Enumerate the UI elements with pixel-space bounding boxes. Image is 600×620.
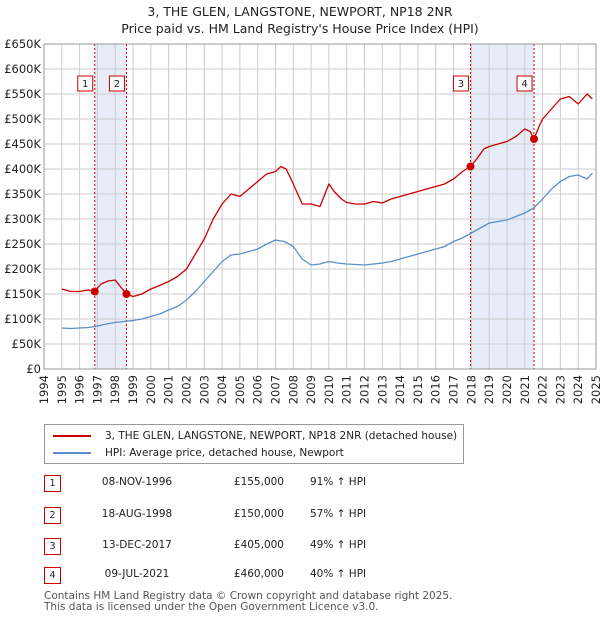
- footer-attribution: Contains HM Land Registry data © Crown c…: [44, 591, 452, 613]
- x-tick-label: 1999: [126, 375, 140, 404]
- legend-blue-label: HPI: Average price, detached house, Newp…: [105, 447, 344, 459]
- x-tick-label: 2022: [536, 375, 550, 404]
- sale-label-text-1: 1: [82, 79, 88, 90]
- property-series-line: [61, 93, 593, 298]
- x-tick-label: 2006: [251, 375, 265, 404]
- sale-date: 08-NOV-1996: [101, 476, 173, 488]
- y-tick-label: £300K: [4, 212, 41, 226]
- y-tick-label: £50K: [12, 337, 42, 351]
- y-tick-label: £250K: [4, 237, 41, 251]
- chart-legend: 3, THE GLEN, LANGSTONE, NEWPORT, NP18 2N…: [44, 424, 464, 464]
- y-tick-label: £400K: [4, 162, 41, 176]
- x-tick-label: 2011: [340, 375, 354, 404]
- sale-hpi-diff: 57% ↑ HPI: [310, 508, 367, 520]
- sale-point-1: [90, 287, 99, 296]
- y-tick-label: £0: [26, 362, 41, 376]
- sale-price: £460,000: [233, 568, 284, 580]
- x-tick-label: 2012: [358, 375, 372, 404]
- y-tick-label: £100K: [4, 312, 41, 326]
- sale-row-1: 1 08-NOV-1996 £155,000 91% ↑ HPI: [44, 474, 464, 494]
- x-tick-label: 2015: [411, 375, 425, 404]
- sale-number-badge: 4: [44, 567, 61, 584]
- x-tick-label: 1994: [37, 375, 51, 404]
- sale-hpi-diff: 91% ↑ HPI: [310, 476, 367, 488]
- sale-hpi-diff: 49% ↑ HPI: [310, 539, 367, 551]
- sale-label-box-4: [516, 75, 533, 92]
- x-tick-label: 2001: [162, 375, 176, 404]
- y-tick-label: £200K: [4, 262, 41, 276]
- x-tick-label: 2008: [286, 375, 300, 404]
- y-tick-label: £550K: [4, 87, 41, 101]
- plot-border: [43, 43, 597, 370]
- shaded-period-2: [470, 44, 535, 369]
- y-tick-label: £500K: [4, 112, 41, 126]
- x-tick-label: 2009: [304, 375, 318, 404]
- hpi-series-line: [61, 172, 593, 330]
- x-tick-label: 2021: [518, 375, 532, 404]
- legend-entry-property: 3, THE GLEN, LANGSTONE, NEWPORT, NP18 2N…: [53, 429, 457, 443]
- footer-copyright: Contains HM Land Registry data © Crown c…: [44, 590, 453, 602]
- price-chart: £0 £50K £100K £150K £200K £250K £300K £350K £400…: [4, 37, 600, 404]
- y-tick-label: £650K: [4, 37, 41, 51]
- y-tick-label: £600K: [4, 62, 41, 76]
- legend-red-line: [53, 435, 91, 437]
- x-tick-label: 2004: [215, 375, 229, 404]
- shaded-period-1: [94, 44, 127, 369]
- sale-label-box-3: [452, 75, 469, 92]
- sale-row-3: 3 13-DEC-2017 £405,000 49% ↑ HPI: [44, 537, 464, 557]
- sale-row-4: 4 09-JUL-2021 £460,000 40% ↑ HPI: [44, 566, 464, 586]
- chart-subtitle: Price paid vs. HM Land Registry's House …: [121, 21, 479, 36]
- x-tick-label: 2005: [233, 375, 247, 404]
- x-tick-label: 2018: [464, 375, 478, 404]
- x-tick-label: 2020: [500, 375, 514, 404]
- x-tick-label: 2014: [393, 375, 407, 404]
- sale-number-badge: 1: [44, 475, 61, 492]
- x-tick-label: 2023: [553, 375, 567, 404]
- sale-point-4: [530, 135, 539, 143]
- x-tick-label: 2007: [268, 375, 282, 404]
- x-tick-label: 1997: [90, 375, 104, 404]
- legend-entry-hpi: HPI: Average price, detached house, Newp…: [53, 446, 344, 460]
- legend-red-label: 3, THE GLEN, LANGSTONE, NEWPORT, NP18 2N…: [105, 430, 458, 442]
- x-tick-label: 2013: [375, 375, 389, 404]
- sale-price: £150,000: [233, 508, 284, 520]
- y-tick-label: £450K: [4, 137, 41, 151]
- x-tick-label: 2024: [571, 375, 585, 404]
- sale-label-box-2: [108, 75, 125, 92]
- sale-price: £405,000: [233, 539, 284, 551]
- sale-label-text-4: 4: [521, 79, 527, 90]
- y-tick-label: £150K: [4, 287, 41, 301]
- sale-price: £155,000: [233, 476, 284, 488]
- x-tick-label: 2019: [482, 375, 496, 404]
- x-tick-label: 1996: [73, 375, 87, 404]
- sale-date: 18-AUG-1998: [101, 508, 173, 520]
- legend-blue-line: [53, 452, 91, 454]
- sale-point-2: [122, 290, 131, 298]
- y-tick-label: £350K: [4, 187, 41, 201]
- sale-label-box-1: [77, 75, 94, 92]
- sale-hpi-diff: 40% ↑ HPI: [310, 568, 367, 580]
- x-tick-label: 2000: [144, 375, 158, 404]
- x-tick-label: 2016: [429, 375, 443, 404]
- sale-label-text-2: 2: [114, 79, 120, 90]
- sale-date: 09-JUL-2021: [104, 568, 170, 580]
- sale-number-badge: 2: [44, 507, 61, 524]
- x-tick-label: 1995: [55, 375, 69, 404]
- chart-title: 3, THE GLEN, LANGSTONE, NEWPORT, NP18 2N…: [147, 4, 453, 19]
- sale-label-text-3: 3: [458, 79, 464, 90]
- footer-licence: This data is licensed under the Open Gov…: [44, 601, 379, 613]
- x-tick-label: 2003: [197, 375, 211, 404]
- sale-date: 13-DEC-2017: [102, 539, 172, 551]
- sale-row-2: 2 18-AUG-1998 £150,000 57% ↑ HPI: [44, 506, 464, 526]
- sale-point-3: [466, 162, 475, 171]
- x-tick-label: 2002: [179, 375, 193, 404]
- x-tick-label: 1998: [108, 375, 122, 404]
- x-tick-label: 2017: [447, 375, 461, 404]
- x-tick-label: 2010: [322, 375, 336, 404]
- x-tick-label: 2025: [589, 375, 600, 404]
- sale-number-badge: 3: [44, 538, 61, 555]
